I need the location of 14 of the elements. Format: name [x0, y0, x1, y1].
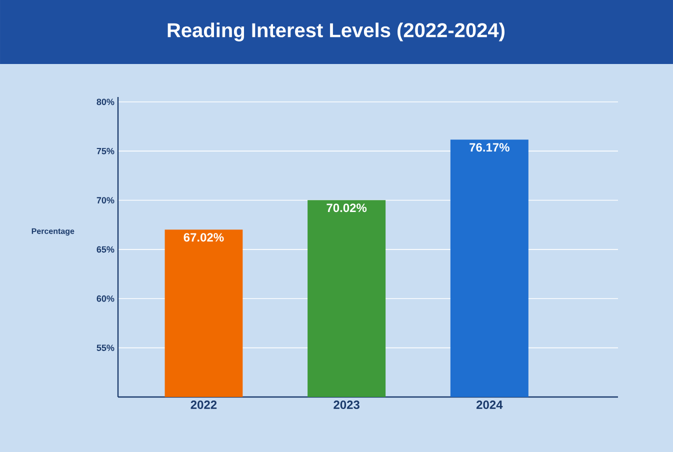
data-label: 76.17% [470, 143, 510, 152]
y-tick-label: 70% [96, 197, 114, 204]
chart-title: Reading Interest Levels (2022-2024) [168, 22, 504, 42]
data-label: 67.02% [184, 233, 224, 242]
y-tick-label: 80% [96, 98, 114, 106]
data-label: 70.02% [326, 204, 367, 212]
x-tick-label: 2022 [190, 400, 217, 410]
x-tick-label: 2023 [334, 400, 360, 410]
y-tick-label: 55% [96, 344, 114, 351]
x-tick-label: 2024 [476, 400, 503, 410]
y-tick-label: 60% [96, 295, 114, 302]
y-axis-title: Percentage [32, 228, 74, 236]
y-tick-label: 65% [96, 246, 114, 253]
y-tick-label: 75% [96, 148, 114, 154]
